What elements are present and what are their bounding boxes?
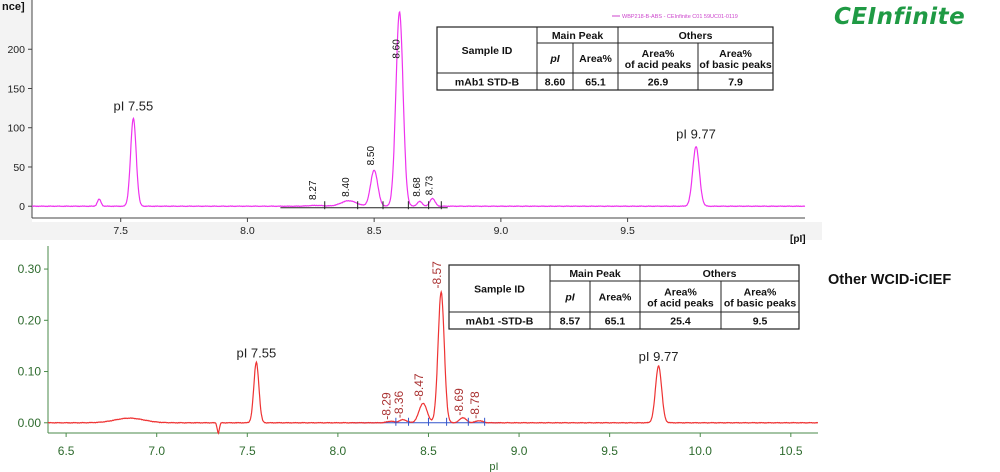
bottom-y-tick-label: 0.20 bbox=[18, 313, 42, 327]
top-x-tick-label: 9.0 bbox=[494, 225, 509, 237]
bottom-x-tick-label: 9.0 bbox=[511, 444, 528, 458]
bottom-results-table-sample-cell: mAb1 -STD-B bbox=[466, 316, 534, 328]
top-x-tick-label: 8.5 bbox=[367, 225, 382, 237]
bottom-results-table-basic-cell: 9.5 bbox=[753, 316, 768, 328]
bottom-x-tick-label: 8.0 bbox=[330, 444, 347, 458]
bottom-peak-label: -8.29 bbox=[379, 392, 393, 420]
top-y-tick-label: 0 bbox=[19, 201, 25, 213]
top-panel: 0 50 100 150 200 7.5 8.0 8.5 9.0 9.5 8.27 8.40 8.50 8… bbox=[7, 0, 806, 237]
top-y-tick-label: 100 bbox=[7, 123, 25, 135]
top-results-table-border bbox=[436, 26, 774, 91]
top-y-tick-label: 50 bbox=[13, 162, 25, 174]
top-results-table-basic-cell: 7.9 bbox=[728, 77, 743, 89]
top-results-table-main-peak-header: Main Peak bbox=[552, 30, 604, 42]
bottom-results-table-pi-cell: 8.57 bbox=[560, 316, 581, 328]
top-y-tick-label: 200 bbox=[7, 44, 25, 56]
top-peak-label: 8.27 bbox=[308, 180, 319, 200]
top-results-table-pi-cell: 8.60 bbox=[545, 77, 566, 89]
top-x-axis-label: [pI] bbox=[790, 234, 806, 245]
bottom-results-table-area-cell: 65.1 bbox=[605, 316, 626, 328]
top-peak-label: 8.68 bbox=[412, 177, 423, 197]
top-header-text: WBP218-B-ABS - CEInfinite C01 59UC01-011… bbox=[622, 14, 738, 20]
bottom-y-tick-label: 0.30 bbox=[18, 262, 42, 276]
comparison-method-label: Other WCID-iCIEF bbox=[828, 272, 952, 288]
bottom-results-table-main-peak-header: Main Peak bbox=[569, 268, 621, 280]
top-results-table-basic-header: Area% bbox=[719, 48, 752, 60]
top-results-table-acid-cell: 26.9 bbox=[648, 77, 669, 89]
top-pi-annotation: pI 9.77 bbox=[676, 127, 716, 142]
bottom-y-tick-label: 0.00 bbox=[18, 416, 42, 430]
bottom-peak-label: -8.36 bbox=[392, 390, 406, 418]
bottom-trace bbox=[47, 289, 818, 435]
bottom-x-axis-label: pI bbox=[489, 461, 498, 472]
bottom-x-tick-label: 7.0 bbox=[148, 444, 165, 458]
bottom-x-tick-label: 10.0 bbox=[689, 444, 713, 458]
top-trace bbox=[31, 10, 806, 208]
bottom-results-table-sample-header: Sample ID bbox=[474, 284, 525, 296]
bottom-results-table-border bbox=[448, 264, 800, 330]
top-y-tick-label: 150 bbox=[7, 83, 25, 95]
top-x-tick-label: 8.0 bbox=[240, 225, 255, 237]
top-results-table-acid-header: of acid peaks bbox=[625, 59, 692, 71]
bottom-peak-label: -8.78 bbox=[468, 391, 482, 419]
bottom-pi-annotation: pI 9.77 bbox=[639, 349, 679, 364]
top-x-tick-label: 7.5 bbox=[113, 225, 128, 237]
bottom-results-table-others-header: Others bbox=[703, 268, 737, 280]
top-results-table-pi-header: pI bbox=[549, 53, 560, 65]
top-x-tick-label: 9.5 bbox=[620, 225, 635, 237]
top-results-table-acid-header: Area% bbox=[642, 48, 675, 60]
top-y-axis-label: nce] bbox=[2, 1, 25, 13]
bottom-x-tick-label: 8.5 bbox=[420, 444, 437, 458]
top-peak-label: 8.60 bbox=[391, 39, 402, 59]
top-peak-label: 8.50 bbox=[366, 146, 377, 166]
bottom-x-tick-label: 6.5 bbox=[58, 444, 75, 458]
bottom-results-table-area-header: Area% bbox=[599, 292, 632, 304]
bottom-x-tick-label: 9.5 bbox=[601, 444, 618, 458]
bottom-results-table-acid-header: Area% bbox=[664, 287, 697, 299]
bottom-panel: 0.00 0.10 0.20 0.30 6.5 7.0 7.5 8.0 8.5 9.0 9.5 10.… bbox=[18, 246, 818, 458]
top-results-table-others-header: Others bbox=[679, 30, 713, 42]
bottom-y-tick-label: 0.10 bbox=[18, 365, 42, 379]
top-peak-label: 8.73 bbox=[424, 175, 435, 195]
top-results-table-area-cell: 65.1 bbox=[585, 77, 606, 89]
bottom-peak-label: -8.57 bbox=[430, 261, 444, 289]
top-results-table-area-header: Area% bbox=[579, 53, 612, 65]
bottom-peak-label: -8.69 bbox=[452, 388, 466, 416]
top-results-table-sample-cell: mAb1 STD-B bbox=[455, 77, 520, 89]
top-peak-label: 8.40 bbox=[341, 177, 352, 197]
top-pi-annotation: pI 7.55 bbox=[113, 98, 153, 113]
bottom-results-table-basic-header: Area% bbox=[744, 287, 777, 299]
bottom-results-table-pi-header: pI bbox=[564, 292, 575, 304]
top-results-table-basic-header: of basic peaks bbox=[699, 59, 772, 71]
bottom-results-table-basic-header: of basic peaks bbox=[724, 298, 797, 310]
ceinfinite-logo: CEInfinite bbox=[834, 4, 966, 30]
bottom-x-tick-label: 10.5 bbox=[779, 444, 803, 458]
bottom-results-table-acid-header: of acid peaks bbox=[647, 298, 714, 310]
bottom-peak-label: -8.47 bbox=[412, 373, 426, 401]
bottom-pi-annotation: pI 7.55 bbox=[236, 346, 276, 361]
bottom-x-tick-label: 7.5 bbox=[239, 444, 256, 458]
top-results-table-sample-header: Sample ID bbox=[462, 45, 513, 57]
bottom-results-table-acid-cell: 25.4 bbox=[670, 316, 691, 328]
